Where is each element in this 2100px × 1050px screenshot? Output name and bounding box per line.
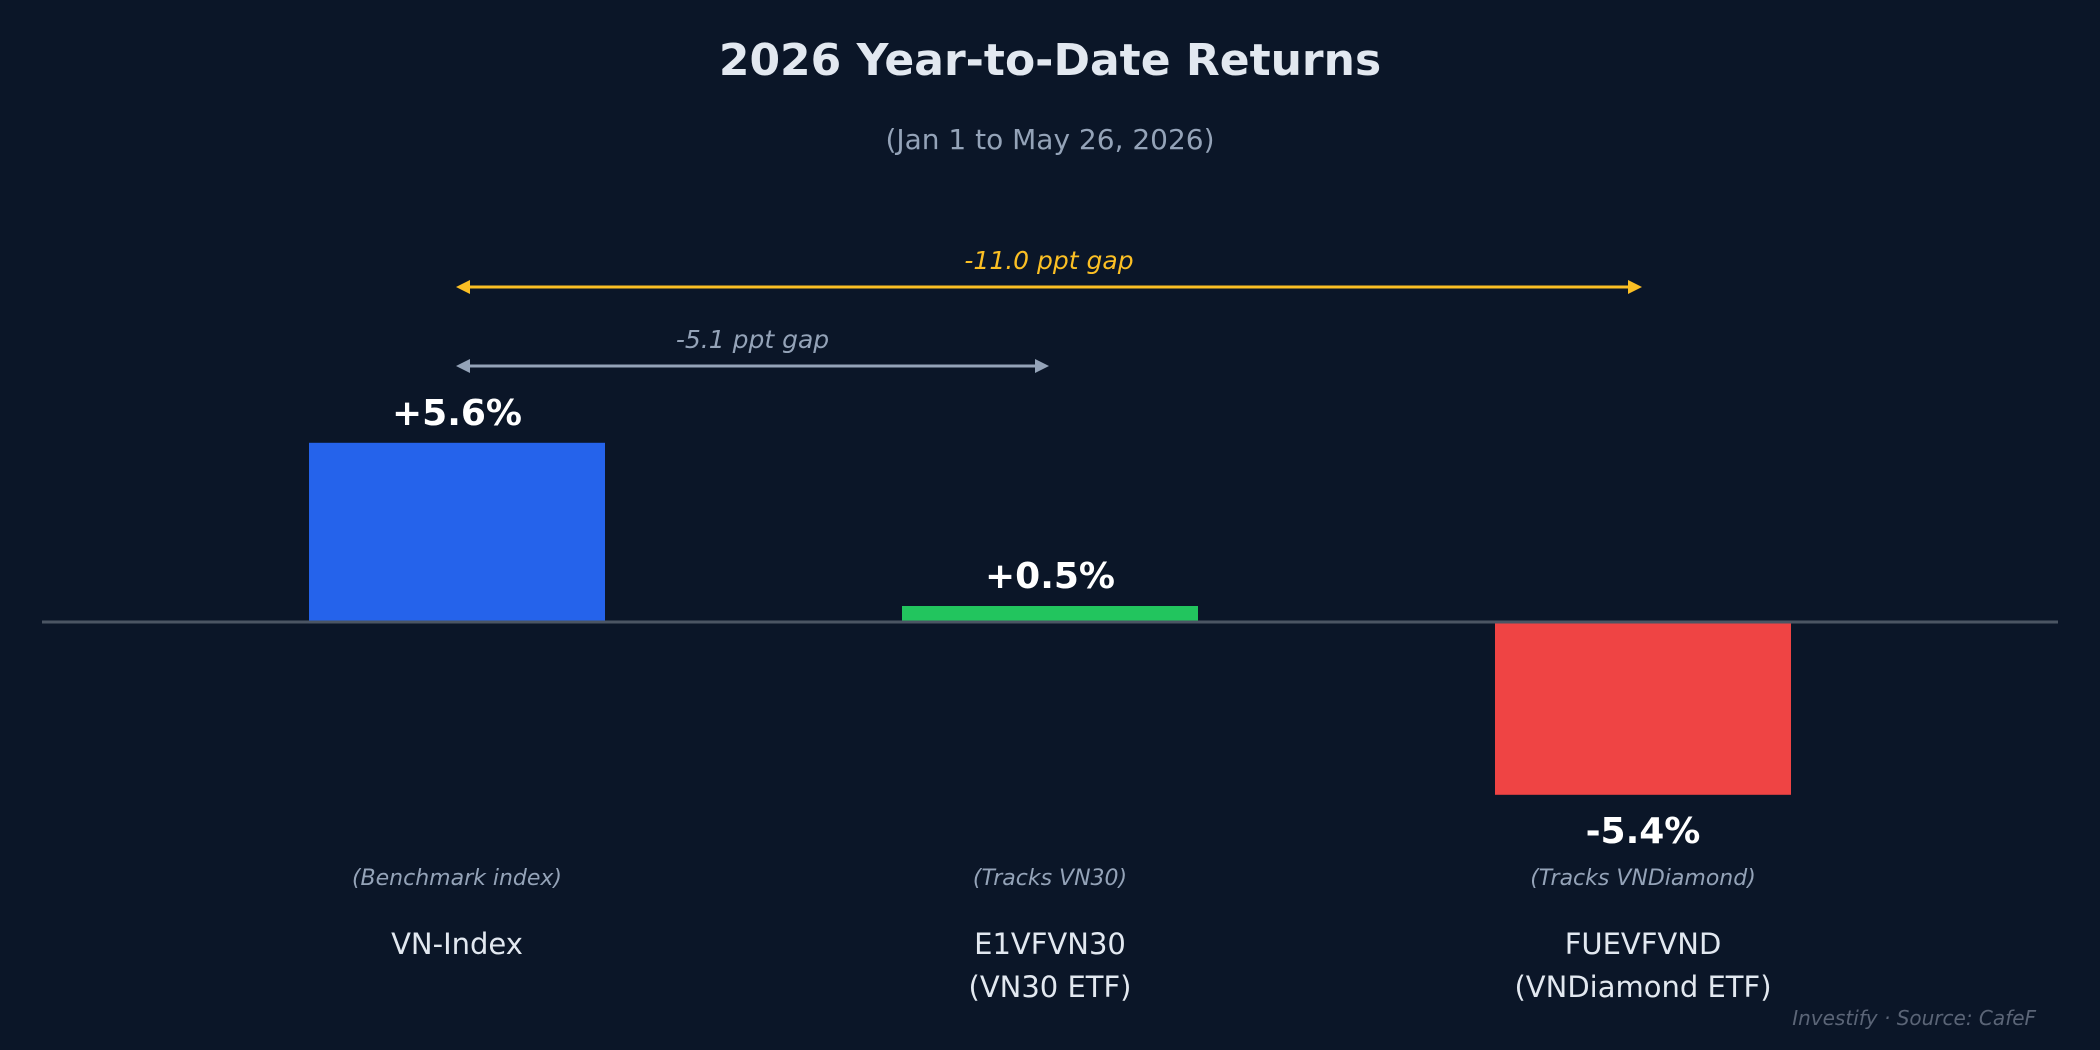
- source-footer: Investify · Source: CafeF: [1792, 1006, 2036, 1030]
- value-labels-group: +5.6% +0.5% -5.4%: [392, 393, 1700, 852]
- gap-annotations: -11.0 ppt gap -5.1 ppt gap: [456, 246, 1642, 373]
- gap-annotation-0: -11.0 ppt gap: [456, 246, 1642, 294]
- bars-group: [309, 442, 1791, 795]
- category-label-0-line-0: VN-Index: [391, 927, 523, 961]
- bar-2: [1495, 622, 1791, 795]
- category-label-1-line-1: (VN30 ETF): [969, 970, 1132, 1004]
- arrowhead-left-icon: [456, 359, 470, 373]
- category-note-1: (Tracks VN30): [973, 866, 1127, 891]
- category-label-2-line-0: FUEVFVND: [1565, 927, 1722, 961]
- category-label-2-line-1: (VNDiamond ETF): [1514, 970, 1771, 1004]
- gap-annotation-label-1: -5.1 ppt gap: [676, 325, 829, 354]
- chart-subtitle: (Jan 1 to May 26, 2026): [885, 123, 1214, 156]
- category-labels-group: (Benchmark index) VN-Index (Tracks VN30) E1…: [352, 866, 1772, 1004]
- gap-annotation-1: -5.1 ppt gap: [456, 325, 1049, 373]
- arrowhead-left-icon: [456, 280, 470, 294]
- bar-0: [309, 442, 605, 622]
- category-note-2: (Tracks VNDiamond): [1530, 866, 1756, 891]
- value-label-1: +0.5%: [985, 556, 1115, 597]
- bar-1: [902, 606, 1198, 622]
- arrowhead-right-icon: [1035, 359, 1049, 373]
- value-label-2: -5.4%: [1586, 811, 1701, 852]
- value-label-0: +5.6%: [392, 393, 522, 434]
- chart-title: 2026 Year-to-Date Returns: [719, 35, 1381, 86]
- category-label-1-line-0: E1VFVN30: [974, 927, 1126, 961]
- arrowhead-right-icon: [1628, 280, 1642, 294]
- gap-annotation-label-0: -11.0 ppt gap: [964, 246, 1133, 275]
- category-note-0: (Benchmark index): [352, 866, 562, 891]
